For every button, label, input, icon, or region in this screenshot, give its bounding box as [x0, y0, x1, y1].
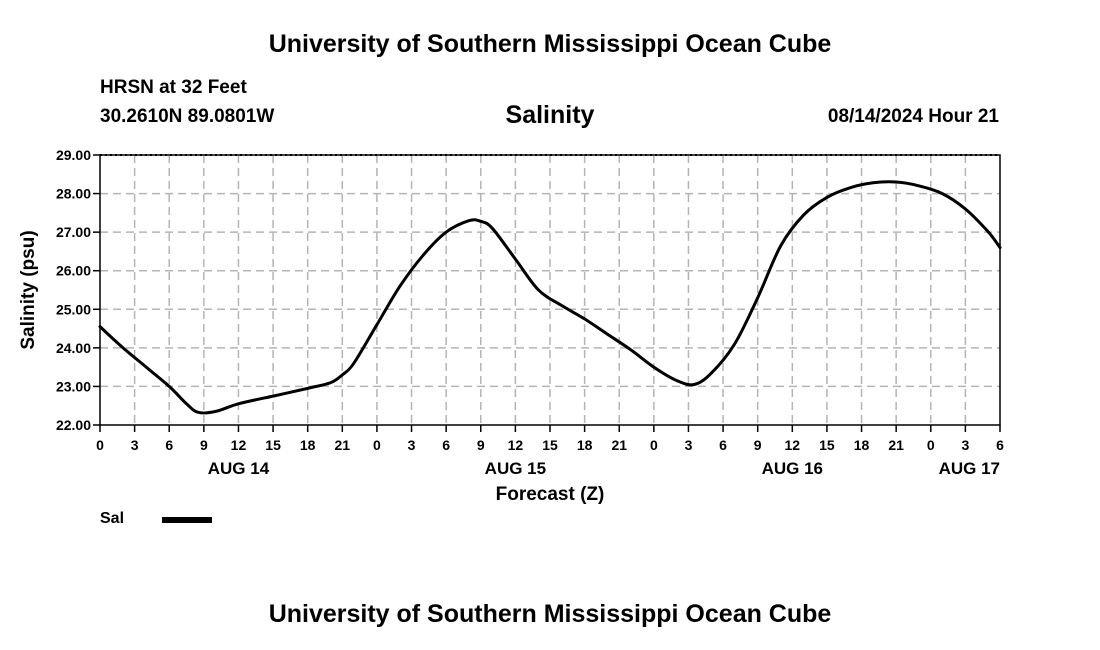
legend-label: Sal	[100, 510, 125, 527]
y-axis-label: Salinity (psu)	[18, 230, 39, 349]
y-tick-label: 24.00	[56, 340, 91, 356]
day-label: AUG 15	[485, 459, 546, 478]
x-tick-label: 21	[335, 437, 351, 453]
y-tick-label: 22.00	[56, 417, 91, 433]
legend-line-swatch	[162, 517, 212, 523]
x-tick-label: 15	[819, 437, 835, 453]
x-tick-label: 6	[165, 437, 173, 453]
x-tick-label: 6	[719, 437, 727, 453]
x-tick-label: 9	[754, 437, 762, 453]
forecast-datetime: 08/14/2024 Hour 21	[827, 106, 999, 127]
y-tick-label: 23.00	[56, 378, 91, 394]
x-tick-label: 3	[961, 437, 969, 453]
axis-ticks	[93, 154, 1001, 432]
x-tick-label: 6	[996, 437, 1004, 453]
x-tick-label: 12	[231, 437, 247, 453]
day-label: AUG 14	[208, 459, 270, 478]
grid-lines	[100, 155, 1000, 425]
y-tick-label: 29.00	[56, 147, 91, 163]
x-tick-label: 9	[477, 437, 485, 453]
station-label: HRSN at 32 Feet	[100, 77, 247, 98]
x-tick-label: 0	[650, 437, 658, 453]
x-tick-label: 15	[265, 437, 281, 453]
tick-labels: 22.00 23.00 24.00 25.00 26.00 27.00 28.00 29.00…	[56, 147, 1004, 478]
x-tick-label: 3	[685, 437, 693, 453]
x-tick-label: 15	[542, 437, 558, 453]
page-title: University of Southern Mississippi Ocean…	[268, 30, 832, 58]
day-label: AUG 16	[762, 459, 823, 478]
x-tick-label: 9	[200, 437, 208, 453]
x-axis-label: Forecast (Z)	[496, 484, 605, 505]
x-tick-label: 21	[611, 437, 627, 453]
x-tick-label: 18	[300, 437, 316, 453]
chart-title: Salinity	[505, 101, 595, 129]
x-tick-label: 18	[854, 437, 870, 453]
x-tick-label: 18	[577, 437, 593, 453]
x-tick-label: 3	[131, 437, 139, 453]
x-tick-label: 6	[442, 437, 450, 453]
y-tick-label: 26.00	[56, 263, 91, 279]
x-tick-label: 12	[508, 437, 524, 453]
y-tick-label: 27.00	[56, 224, 91, 240]
day-label: AUG 17	[939, 459, 1000, 478]
x-tick-label: 21	[888, 437, 904, 453]
footer-title: University of Southern Mississippi Ocean…	[268, 600, 832, 628]
y-tick-label: 28.00	[56, 186, 91, 202]
y-tick-label: 25.00	[56, 301, 91, 317]
x-tick-label: 3	[408, 437, 416, 453]
coordinates-label: 30.2610N 89.0801W	[100, 106, 275, 127]
x-tick-label: 0	[96, 437, 104, 453]
x-tick-label: 0	[927, 437, 935, 453]
salinity-series-line	[98, 180, 1002, 415]
x-tick-label: 12	[785, 437, 801, 453]
x-tick-label: 0	[373, 437, 381, 453]
